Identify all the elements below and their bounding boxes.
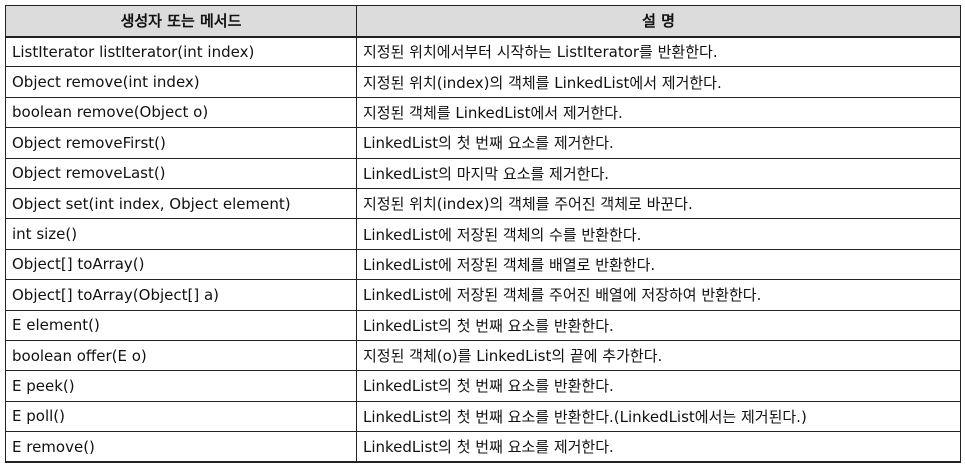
method-cell: Object removeFirst() <box>5 127 357 159</box>
description-cell: LinkedList에 저장된 객체의 수를 반환한다. <box>356 218 961 250</box>
table-row: Object[] toArray(Object[] a) LinkedList에… <box>5 279 961 311</box>
description-cell: 지정된 객체(o)를 LinkedList의 끝에 추가한다. <box>356 339 961 372</box>
table-row: E remove() LinkedList의 첫 번째 요소를 제거한다. <box>5 431 961 463</box>
method-cell: Object set(int index, Object element) <box>5 187 357 220</box>
method-cell: E peek() <box>5 370 357 402</box>
table-row: boolean offer(E o) 지정된 객체(o)를 LinkedList… <box>5 339 961 372</box>
table-row: Object remove(int index) 지정된 위치(index)의 … <box>5 66 961 98</box>
description-cell: LinkedList에 저장된 객체를 주어진 배열에 저장하여 반환한다. <box>356 279 961 311</box>
table-row: Object removeFirst() LinkedList의 첫 번째 요소… <box>5 127 961 159</box>
description-cell: LinkedList의 마지막 요소를 제거한다. <box>356 157 961 189</box>
table-row: boolean remove(Object o) 지정된 객체를 LinkedL… <box>5 96 961 129</box>
description-cell: 지정된 위치에서부터 시작하는 ListIterator를 반환한다. <box>356 35 961 68</box>
header-method: 생성자 또는 메서드 <box>5 5 357 38</box>
method-cell: E poll() <box>5 400 357 433</box>
table-row: E peek() LinkedList의 첫 번째 요소를 반환한다. <box>5 370 961 402</box>
table-header-row: 생성자 또는 메서드 설 명 <box>5 5 961 38</box>
header-description: 설 명 <box>356 5 961 38</box>
method-cell: Object remove(int index) <box>5 66 357 98</box>
method-cell: Object removeLast() <box>5 157 357 189</box>
table-row: int size() LinkedList에 저장된 객체의 수를 반환한다. <box>5 218 961 250</box>
method-cell: Object[] toArray() <box>5 248 357 281</box>
description-cell: 지정된 객체를 LinkedList에서 제거한다. <box>356 96 961 129</box>
method-cell: boolean remove(Object o) <box>5 96 357 129</box>
method-table: 생성자 또는 메서드 설 명 ListIterator listIterator… <box>5 5 961 463</box>
description-cell: 지정된 위치(index)의 객체를 LinkedList에서 제거한다. <box>356 66 961 98</box>
method-cell: Object[] toArray(Object[] a) <box>5 279 357 311</box>
description-cell: LinkedList에 저장된 객체를 배열로 반환한다. <box>356 248 961 281</box>
description-cell: LinkedList의 첫 번째 요소를 반환한다. <box>356 370 961 402</box>
method-cell: E remove() <box>5 431 357 463</box>
table-row: Object removeLast() LinkedList의 마지막 요소를 … <box>5 157 961 189</box>
method-cell: ListIterator listIterator(int index) <box>5 35 357 68</box>
method-cell: int size() <box>5 218 357 250</box>
table-row: Object[] toArray() LinkedList에 저장된 객체를 배… <box>5 248 961 281</box>
table-row: ListIterator listIterator(int index) 지정된… <box>5 35 961 68</box>
method-cell: E element() <box>5 309 357 341</box>
method-cell: boolean offer(E o) <box>5 339 357 372</box>
description-cell: LinkedList의 첫 번째 요소를 제거한다. <box>356 431 961 463</box>
table-row: E element() LinkedList의 첫 번째 요소를 반환한다. <box>5 309 961 341</box>
method-table-container: 생성자 또는 메서드 설 명 ListIterator listIterator… <box>5 5 961 463</box>
table-row: Object set(int index, Object element) 지정… <box>5 187 961 220</box>
description-cell: LinkedList의 첫 번째 요소를 반환한다. <box>356 309 961 341</box>
description-cell: 지정된 위치(index)의 객체를 주어진 객체로 바꾼다. <box>356 187 961 220</box>
table-row: E poll() LinkedList의 첫 번째 요소를 반환한다.(Link… <box>5 400 961 433</box>
description-cell: LinkedList의 첫 번째 요소를 반환한다.(LinkedList에서는… <box>356 400 961 433</box>
description-cell: LinkedList의 첫 번째 요소를 제거한다. <box>356 127 961 159</box>
